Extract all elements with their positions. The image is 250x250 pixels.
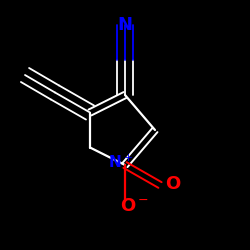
Text: N: N [118,16,132,34]
Text: $\mathdefault{N}^+$: $\mathdefault{N}^+$ [108,154,132,171]
Text: O: O [165,175,180,193]
Text: $\mathdefault{O}^-$: $\mathdefault{O}^-$ [120,197,150,215]
